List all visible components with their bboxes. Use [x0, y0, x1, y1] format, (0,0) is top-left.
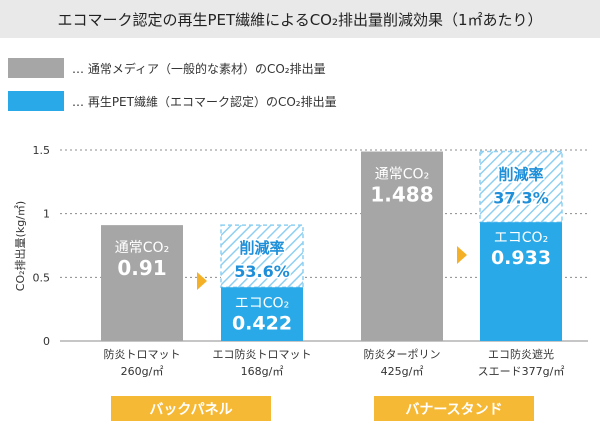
x-spec-eco: スエード377g/㎡: [478, 365, 565, 378]
title-banner: [0, 0, 600, 38]
bar-normal: [101, 225, 183, 341]
bars: [101, 150, 563, 341]
bar-normal-value: 1.488: [370, 183, 433, 207]
y-tick-label: 1.5: [33, 144, 51, 157]
x-spec-eco: 168g/㎡: [241, 365, 284, 378]
x-category-eco: エコ防炎トロマット: [213, 347, 312, 361]
group-label: バックパネル: [149, 402, 232, 418]
legend-swatch-eco: [8, 91, 64, 111]
reduction-rate: 37.3%: [493, 189, 549, 208]
group-label: バナースタンド: [405, 402, 502, 418]
bar-normal-label: 通常CO₂: [375, 167, 429, 183]
bar-eco: [221, 287, 303, 341]
reduction-label: 削減率: [239, 239, 284, 257]
bar-reduction: [220, 224, 304, 289]
bar-eco-label: エコCO₂: [494, 230, 548, 246]
y-axis-title: CO₂排出量(kg/㎡): [13, 201, 27, 291]
x-category-normal: 防炎ターポリン: [364, 347, 441, 361]
x-category-normal: 防炎トロマット: [104, 347, 181, 361]
reduction-rate: 53.6%: [234, 262, 290, 281]
group-banner: [111, 396, 271, 421]
arrow-icon: [197, 272, 207, 290]
legend-label-eco: … 再生PET繊維（エコマーク認定）のCO₂排出量: [72, 94, 337, 109]
y-tick-label: 0: [43, 335, 50, 348]
chart-title: エコマーク認定の再生PET繊維によるCO₂排出量削減効果（1㎡あたり）: [57, 11, 542, 29]
bar-eco-label: エコCO₂: [235, 295, 289, 311]
bar-reduction: [479, 150, 563, 223]
bar-eco-value: 0.933: [491, 247, 551, 269]
arrow-icon: [457, 246, 467, 264]
x-spec-normal: 260g/㎡: [121, 365, 164, 378]
legend-label-normal: … 通常メディア（一般的な素材）のCO₂排出量: [72, 61, 326, 76]
bar-normal-label: 通常CO₂: [115, 240, 169, 256]
x-category-eco: エコ防炎遮光: [488, 347, 554, 361]
legend-swatch-normal: [8, 58, 64, 78]
group-banner: [374, 396, 534, 421]
labels: 通常CO₂0.91削減率53.6%エコCO₂0.422防炎トロマット260g/㎡…: [104, 164, 565, 421]
x-spec-normal: 425g/㎡: [381, 365, 424, 378]
y-tick-label: 0.5: [33, 271, 51, 284]
bar-normal-value: 0.91: [117, 256, 166, 280]
bar-eco: [480, 222, 562, 341]
legend: … 通常メディア（一般的な素材）のCO₂排出量 … 再生PET繊維（エコマーク認…: [8, 58, 337, 111]
reduction-label: 削減率: [498, 166, 543, 184]
bar-eco-value: 0.422: [232, 312, 292, 334]
bar-normal: [361, 151, 443, 341]
y-tick-label: 1: [43, 208, 50, 221]
